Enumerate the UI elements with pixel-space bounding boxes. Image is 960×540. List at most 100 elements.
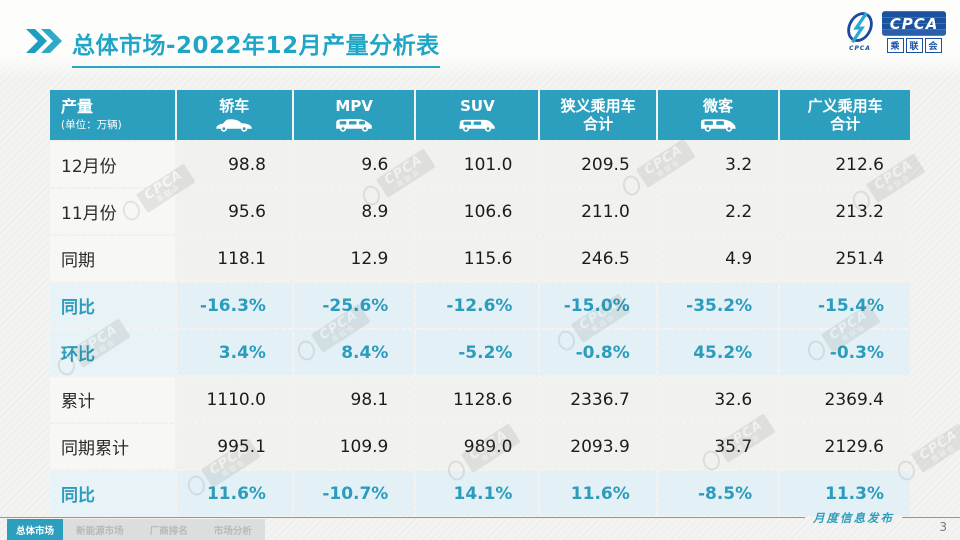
table-cell: 98.8	[176, 142, 292, 187]
column-header-label: SUV	[460, 97, 495, 115]
table-cell: -0.3%	[780, 330, 910, 375]
double-chevron-icon	[26, 29, 62, 53]
table-header-row: 产量 (单位：万辆) 轿车 MPV SUV 狭义乘用车 合计 微客 广义乘用车 合计	[50, 90, 910, 140]
table-cell: 8.4%	[293, 330, 415, 375]
table-cell: 213.2	[780, 189, 910, 234]
row-label: 环比	[50, 330, 175, 375]
tab-厂商排名[interactable]: 厂商排名	[149, 525, 188, 537]
row-label: 同比	[50, 471, 175, 516]
table-cell: 251.4	[780, 236, 910, 281]
mpv-icon	[294, 116, 414, 133]
cpca-logo: CPCA CPCA 乘联会	[841, 11, 946, 53]
table-cell: 2.2	[657, 189, 779, 234]
table-cell: 1128.6	[416, 377, 539, 422]
tab-总体市场-active[interactable]: 总体市场	[7, 519, 63, 540]
column-header-label: 轿车	[219, 97, 250, 115]
table-cell: 32.6	[657, 377, 779, 422]
table-cell: -8.5%	[657, 471, 779, 516]
table-cell: 8.9	[293, 189, 415, 234]
ribbon-line-left	[0, 517, 805, 518]
table-cell: 118.1	[176, 236, 292, 281]
table-cell: 246.5	[540, 236, 656, 281]
cpca-emblem-icon: CPCA	[841, 11, 879, 52]
table-cell: -15.4%	[780, 283, 910, 328]
table-cell: 3.2	[657, 142, 779, 187]
corner-header-label: 产量	[61, 96, 94, 116]
column-header-5: 广义乘用车 合计	[780, 90, 910, 140]
table-cell: -5.2%	[416, 330, 539, 375]
column-header-label: 微客	[702, 97, 733, 115]
cpca-wordmark: CPCA	[882, 11, 946, 36]
table-cell: 2336.7	[540, 377, 656, 422]
inactive-tab-strip: 新能源市场 厂商排名 市场分析	[63, 519, 265, 540]
table-row-同比: 同比 11.6% -10.7% 14.1% 11.6% -8.5% 11.3%	[50, 471, 910, 516]
table-row-12月份: 12月份 98.8 9.6 101.0 209.5 3.2 212.6	[50, 142, 910, 187]
table-cell: 98.1	[293, 377, 415, 422]
corner-header: 产量 (单位：万辆)	[50, 90, 175, 140]
table-cell: 4.9	[657, 236, 779, 281]
footer-ribbon: 月度信息发布	[0, 510, 960, 525]
table-row-同期累计: 同期累计 995.1 109.9 989.0 2093.9 35.7 2129.6	[50, 424, 910, 469]
table-cell: 9.6	[293, 142, 415, 187]
table-cell: 109.9	[293, 424, 415, 469]
table-cell: 115.6	[416, 236, 539, 281]
table-cell: -12.6%	[416, 283, 539, 328]
column-header-label: 广义乘用车 合计	[807, 97, 883, 133]
table-cell: -16.3%	[176, 283, 292, 328]
tab-新能源市场[interactable]: 新能源市场	[76, 525, 124, 537]
logo-sub-char: 联	[905, 38, 923, 53]
column-header-4: 微客	[657, 90, 779, 140]
table-row-环比: 环比 3.4% 8.4% -5.2% -0.8% 45.2% -0.3%	[50, 330, 910, 375]
table-cell: 3.4%	[176, 330, 292, 375]
suv-icon	[416, 116, 538, 133]
table-area: 产量 (单位：万辆) 轿车 MPV SUV 狭义乘用车 合计 微客 广义乘用车 合计 12…	[48, 88, 960, 516]
table-cell: 106.6	[416, 189, 539, 234]
production-table: 产量 (单位：万辆) 轿车 MPV SUV 狭义乘用车 合计 微客 广义乘用车 合计 12…	[48, 88, 912, 518]
table-cell: 995.1	[176, 424, 292, 469]
page-title: 总体市场-2022年12月产量分析表	[72, 26, 440, 68]
column-header-2: SUV	[416, 90, 539, 140]
row-label: 同期累计	[50, 424, 175, 469]
table-cell: 11.3%	[780, 471, 910, 516]
table-row-累计: 累计 1110.0 98.1 1128.6 2336.7 32.6 2369.4	[50, 377, 910, 422]
table-cell: 11.6%	[540, 471, 656, 516]
logo-right: CPCA 乘联会	[882, 11, 946, 53]
table-cell: 35.7	[657, 424, 779, 469]
logo-sub-char: 乘	[886, 38, 904, 53]
emblem-caption: CPCA	[849, 45, 871, 52]
table-cell: -15.0%	[540, 283, 656, 328]
table-cell: 101.0	[416, 142, 539, 187]
row-label: 12月份	[50, 142, 175, 187]
column-header-label: MPV	[335, 97, 373, 115]
table-row-同比: 同比 -16.3% -25.6% -12.6% -15.0% -35.2% -15.4%	[50, 283, 910, 328]
table-cell: -0.8%	[540, 330, 656, 375]
table-cell: 209.5	[540, 142, 656, 187]
table-cell: -10.7%	[293, 471, 415, 516]
table-cell: 45.2%	[657, 330, 779, 375]
corner-header-unit: (单位：万辆)	[61, 119, 122, 132]
table-cell: -25.6%	[293, 283, 415, 328]
ribbon-line-right	[902, 517, 960, 518]
microvan-icon	[658, 116, 778, 133]
table-cell: 12.9	[293, 236, 415, 281]
table-cell: 211.0	[540, 189, 656, 234]
title-band	[0, 0, 960, 78]
row-label: 同期	[50, 236, 175, 281]
table-cell: 2093.9	[540, 424, 656, 469]
logo-sub-char: 会	[924, 38, 942, 53]
footer-tabs: 总体市场 新能源市场 厂商排名 市场分析	[7, 519, 265, 540]
table-cell: 2129.6	[780, 424, 910, 469]
column-header-1: MPV	[293, 90, 415, 140]
column-header-3: 狭义乘用车 合计	[540, 90, 656, 140]
table-cell: 14.1%	[416, 471, 539, 516]
ribbon-text: 月度信息发布	[813, 510, 894, 525]
column-header-0: 轿车	[176, 90, 292, 140]
tab-市场分析[interactable]: 市场分析	[213, 525, 252, 537]
column-header-label: 狭义乘用车 合计	[560, 97, 636, 133]
table-cell: 212.6	[780, 142, 910, 187]
row-label: 同比	[50, 283, 175, 328]
table-row-11月份: 11月份 95.6 8.9 106.6 211.0 2.2 213.2	[50, 189, 910, 234]
table-cell: -35.2%	[657, 283, 779, 328]
logo-sub-chars: 乘联会	[886, 38, 942, 53]
